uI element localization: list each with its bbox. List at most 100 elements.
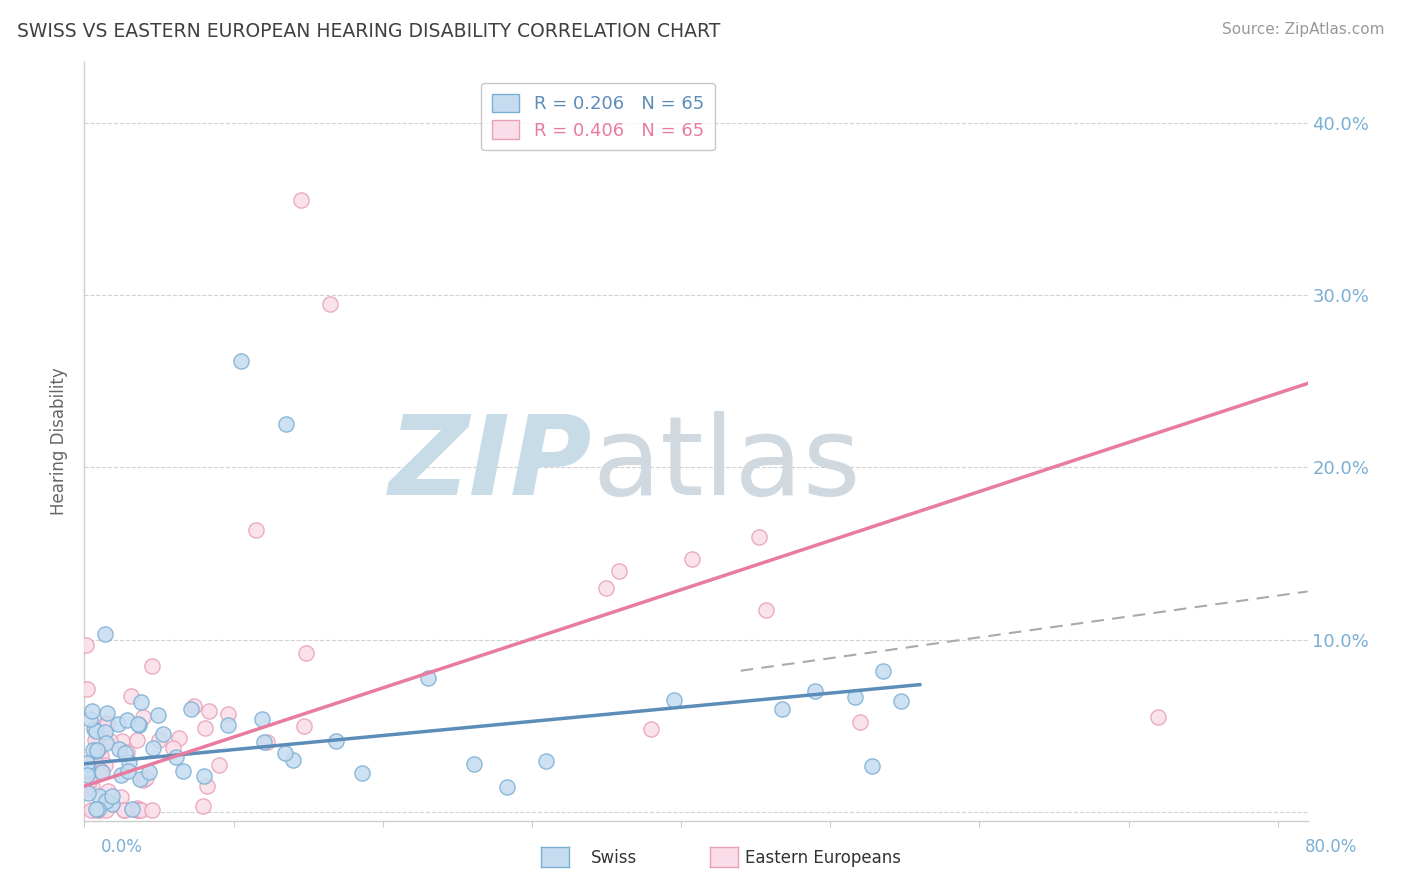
- Point: [83, 722, 105, 736]
- Point: [129, 695, 152, 709]
- Point: [94, 724, 117, 739]
- Point: [77, 786, 100, 800]
- Point: [141, 803, 163, 817]
- Point: [195, 779, 218, 793]
- Point: [84, 732, 107, 747]
- Point: [609, 564, 631, 578]
- Text: 80.0%: 80.0%: [1305, 838, 1357, 855]
- Point: [76, 768, 98, 782]
- Point: [127, 717, 149, 731]
- Point: [138, 764, 160, 779]
- Point: [218, 707, 240, 722]
- Text: SWISS VS EASTERN EUROPEAN HEARING DISABILITY CORRELATION CHART: SWISS VS EASTERN EUROPEAN HEARING DISABI…: [17, 22, 720, 41]
- Point: [86, 723, 108, 738]
- Text: Eastern Europeans: Eastern Europeans: [745, 849, 901, 867]
- Point: [250, 712, 273, 726]
- Point: [112, 803, 135, 817]
- Point: [108, 741, 131, 756]
- Point: [87, 789, 110, 804]
- Point: [79, 803, 101, 817]
- Point: [681, 552, 703, 566]
- Point: [125, 733, 148, 747]
- Point: [94, 716, 117, 731]
- Point: [217, 717, 239, 731]
- Point: [191, 799, 214, 814]
- Point: [152, 727, 174, 741]
- Y-axis label: Hearing Disability: Hearing Disability: [51, 368, 69, 516]
- Point: [91, 764, 114, 779]
- Point: [849, 715, 872, 730]
- Point: [82, 704, 104, 718]
- Point: [167, 731, 190, 745]
- Point: [148, 733, 170, 747]
- Point: [844, 690, 866, 704]
- Point: [87, 731, 110, 746]
- Point: [142, 740, 165, 755]
- Point: [77, 764, 100, 779]
- Point: [770, 701, 793, 715]
- Point: [82, 803, 104, 817]
- Point: [87, 803, 110, 817]
- Point: [94, 736, 117, 750]
- Point: [117, 713, 139, 727]
- Point: [463, 757, 485, 772]
- Point: [97, 784, 120, 798]
- Point: [93, 758, 115, 772]
- Point: [82, 743, 104, 757]
- Point: [79, 781, 101, 796]
- Point: [87, 803, 110, 817]
- Point: [76, 756, 98, 770]
- Point: [76, 778, 98, 792]
- Point: [162, 741, 184, 756]
- Point: [94, 803, 117, 817]
- Point: [84, 801, 107, 815]
- Point: [87, 740, 110, 755]
- Point: [274, 746, 297, 760]
- Point: [83, 751, 105, 765]
- Point: [125, 801, 148, 815]
- Point: [208, 757, 231, 772]
- Point: [121, 801, 143, 815]
- Point: [127, 803, 149, 817]
- Point: [89, 763, 111, 777]
- Point: [111, 734, 134, 748]
- Point: [183, 698, 205, 713]
- Point: [118, 756, 141, 770]
- Text: Swiss: Swiss: [591, 849, 637, 867]
- Point: [748, 530, 770, 544]
- Point: [755, 603, 778, 617]
- Point: [872, 664, 894, 678]
- Point: [180, 702, 202, 716]
- Point: [274, 417, 297, 432]
- Text: 0.0%: 0.0%: [101, 838, 143, 855]
- Point: [76, 763, 98, 777]
- Point: [662, 693, 685, 707]
- Point: [640, 723, 662, 737]
- Point: [804, 683, 827, 698]
- Point: [229, 353, 252, 368]
- Point: [86, 744, 108, 758]
- Point: [496, 780, 519, 794]
- Point: [319, 296, 342, 310]
- Point: [117, 764, 139, 778]
- Point: [131, 710, 153, 724]
- Point: [128, 718, 150, 732]
- Point: [595, 581, 617, 595]
- Point: [172, 764, 194, 778]
- Text: Source: ZipAtlas.com: Source: ZipAtlas.com: [1222, 22, 1385, 37]
- Point: [114, 746, 136, 760]
- Point: [98, 734, 121, 748]
- Point: [325, 733, 347, 747]
- Point: [135, 771, 157, 785]
- Point: [125, 803, 148, 817]
- Point: [165, 750, 187, 764]
- Point: [110, 768, 132, 782]
- Point: [193, 769, 215, 783]
- Point: [96, 706, 118, 721]
- Point: [146, 708, 169, 723]
- Point: [352, 766, 374, 780]
- Point: [96, 717, 118, 731]
- Point: [295, 646, 318, 660]
- Point: [890, 694, 912, 708]
- Point: [110, 789, 132, 804]
